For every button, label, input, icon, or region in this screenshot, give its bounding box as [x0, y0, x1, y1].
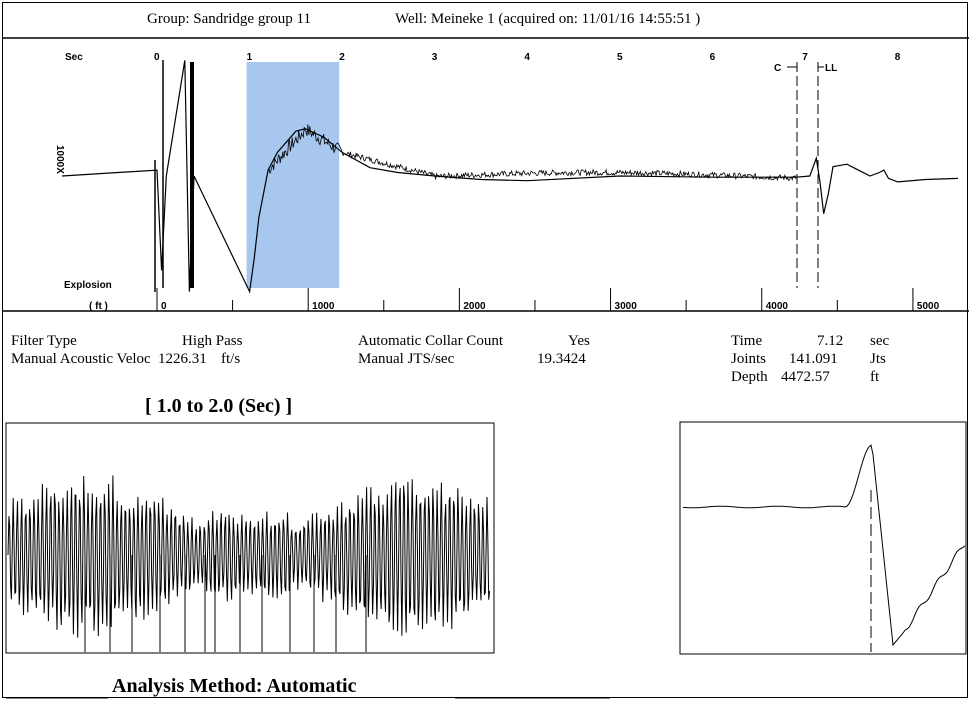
analysis-method-title: Analysis Method: Automatic [112, 675, 357, 697]
zoom-waveform-line [7, 475, 491, 638]
well-title: Well: Meineke 1 (acquired on: 11/01/16 1… [395, 11, 701, 27]
sec-tick-label: 7 [802, 52, 808, 63]
jts-value: 19.3424 [537, 351, 586, 367]
highlight-window[interactable] [246, 62, 340, 288]
filter-type-value: High Pass [182, 333, 243, 349]
ft-tick-label: 1000 [312, 301, 335, 312]
gain-label: 1000X [54, 145, 65, 174]
collar-count-label: Automatic Collar Count [358, 333, 503, 349]
sec-tick-label: 8 [895, 52, 901, 63]
depth-unit: ft [870, 369, 880, 385]
ft-tick-label: 0 [161, 301, 167, 312]
explosion-label: Explosion [64, 280, 112, 291]
shot-burst [190, 62, 194, 288]
sec-tick-label: 5 [617, 52, 623, 63]
depth-label: Depth [731, 369, 768, 385]
velocity-unit: ft/s [221, 351, 241, 367]
sec-tick-label: 1 [247, 52, 253, 63]
sec-tick-label: 0 [154, 52, 160, 63]
time-value: 7.12 [817, 333, 844, 349]
acoustic-trace-line [61, 60, 959, 294]
collar-spikes [84, 555, 367, 652]
velocity-label: Manual Acoustic Veloc [11, 351, 151, 367]
sec-tick-label: 4 [524, 52, 530, 63]
collar-count-value: Yes [568, 333, 590, 349]
time-label: Time [731, 333, 763, 349]
depth-value: 4472.57 [781, 369, 830, 385]
sec-tick-label: 6 [710, 52, 716, 63]
joints-label: Joints [731, 351, 767, 367]
ft-axis-label: ( ft ) [89, 301, 108, 312]
joints-unit: Jts [870, 351, 886, 367]
ft-tick-label: 4000 [766, 301, 789, 312]
acoustic-trace-noise [267, 124, 797, 182]
sec-tick-label: 3 [432, 52, 438, 63]
velocity-value: 1226.31 [158, 351, 207, 367]
liquid-level-label: LL [825, 63, 837, 74]
ft-tick-label: 5000 [917, 301, 940, 312]
time-unit: sec [870, 333, 890, 349]
ft-tick-label: 2000 [463, 301, 486, 312]
sec-axis-label: Sec [65, 52, 83, 63]
zoom-range-title: [ 1.0 to 2.0 (Sec) ] [145, 395, 293, 417]
liquid-level-waveform [682, 444, 966, 647]
filter-type-label: Filter Type [11, 333, 77, 349]
sec-tick-label: 2 [339, 52, 345, 63]
jts-label: Manual JTS/sec [358, 351, 455, 367]
collar-marker-label: C [774, 63, 781, 74]
ft-tick-label: 3000 [615, 301, 638, 312]
joints-value: 141.091 [789, 351, 838, 367]
group-title: Group: Sandridge group 11 [147, 11, 312, 27]
